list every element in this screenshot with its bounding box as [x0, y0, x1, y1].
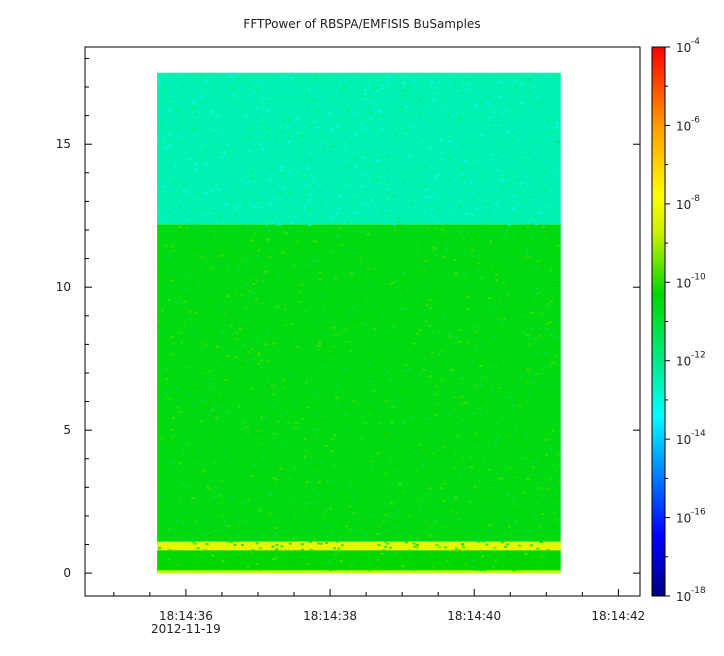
colorbar-tick-base: 10 — [676, 355, 691, 369]
colorbar-tick-exponent: -6 — [691, 115, 700, 125]
colorbar-tick-base: 10 — [676, 119, 691, 133]
spectrogram-band — [157, 72, 561, 225]
colorbar-tick-base: 10 — [676, 276, 691, 290]
x-tick-label: 18:14:36 — [159, 609, 213, 623]
spectrogram-band — [157, 570, 561, 574]
colorbar-tick-exponent: -10 — [691, 272, 706, 282]
spectrogram-band — [157, 224, 561, 542]
spectrogram-texture — [157, 72, 561, 572]
x-tick-label: 18:14:38 — [303, 609, 357, 623]
y-tick-label: 5 — [63, 423, 71, 437]
y-axis: 0 5 10 15 — [56, 57, 640, 580]
spectrogram-band — [157, 541, 561, 551]
plot-area: 18:14:36 18:14:38 18:14:40 18:14:42 2012-11-… — [56, 46, 645, 636]
spectrogram-image — [157, 72, 561, 574]
chart-title: FFTPower of RBSPA/EMFISIS BuSamples — [243, 17, 481, 31]
colorbar-tick-exponent: -14 — [691, 429, 706, 439]
colorbar-tick-exponent: -18 — [691, 586, 706, 596]
colorbar-tick-base: 10 — [676, 41, 691, 55]
y-tick-label: 10 — [56, 280, 71, 294]
y-tick-label: 15 — [56, 137, 71, 151]
colorbar-tick-exponent: -16 — [691, 508, 706, 518]
colorbar-tick-exponent: -4 — [691, 37, 700, 47]
colorbar-tick-base: 10 — [676, 512, 691, 526]
colorbar-tick-exponent: -8 — [691, 194, 700, 204]
x-tick-label: 18:14:40 — [447, 609, 501, 623]
y-tick-label: 0 — [63, 566, 71, 580]
spectrogram-band — [157, 550, 561, 574]
colorbar-tick-base: 10 — [676, 590, 691, 604]
colorbar-tick-exponent: -12 — [691, 351, 706, 361]
x-date-label: 2012-11-19 — [151, 622, 221, 636]
colorbar-tick-base: 10 — [676, 433, 691, 447]
x-tick-label: 18:14:42 — [591, 609, 645, 623]
colorbar-gradient — [651, 46, 666, 597]
x-axis: 18:14:36 18:14:38 18:14:40 18:14:42 2012-11-… — [113, 589, 645, 636]
colorbar-tick-base: 10 — [676, 198, 691, 212]
